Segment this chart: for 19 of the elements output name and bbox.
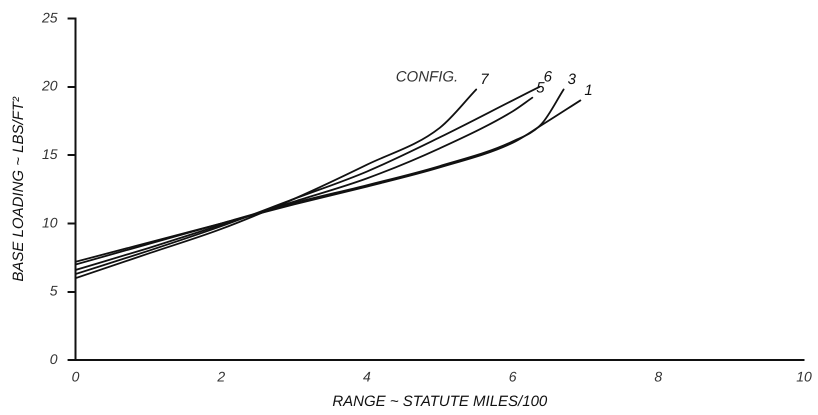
series-label: 6 — [544, 68, 553, 86]
annotation: CONFIG. — [396, 68, 458, 86]
x-tick-label: 2 — [216, 368, 226, 384]
series-label: 3 — [568, 71, 577, 88]
y-tick-label: 5 — [50, 282, 58, 299]
x-tick-label: 6 — [508, 368, 517, 384]
x-tick-label: 10 — [796, 368, 812, 384]
y-tick-label: 20 — [40, 78, 58, 94]
x-axis-title: RANGE ~ STATUTE MILES/100 — [332, 393, 548, 410]
x-tick-label: 8 — [654, 368, 662, 384]
y-tick-label: 10 — [42, 214, 58, 230]
y-tick-label: 15 — [42, 146, 58, 162]
x-tick-label: 4 — [363, 368, 372, 384]
series-label: 7 — [480, 71, 490, 88]
y-tick-label: 25 — [40, 9, 58, 26]
y-axis-title: BASE LOADING ~ LBS/FT² — [10, 96, 28, 282]
y-tick-label: 0 — [50, 351, 58, 368]
series-label: 1 — [584, 82, 593, 100]
x-tick-label: 0 — [72, 368, 80, 384]
